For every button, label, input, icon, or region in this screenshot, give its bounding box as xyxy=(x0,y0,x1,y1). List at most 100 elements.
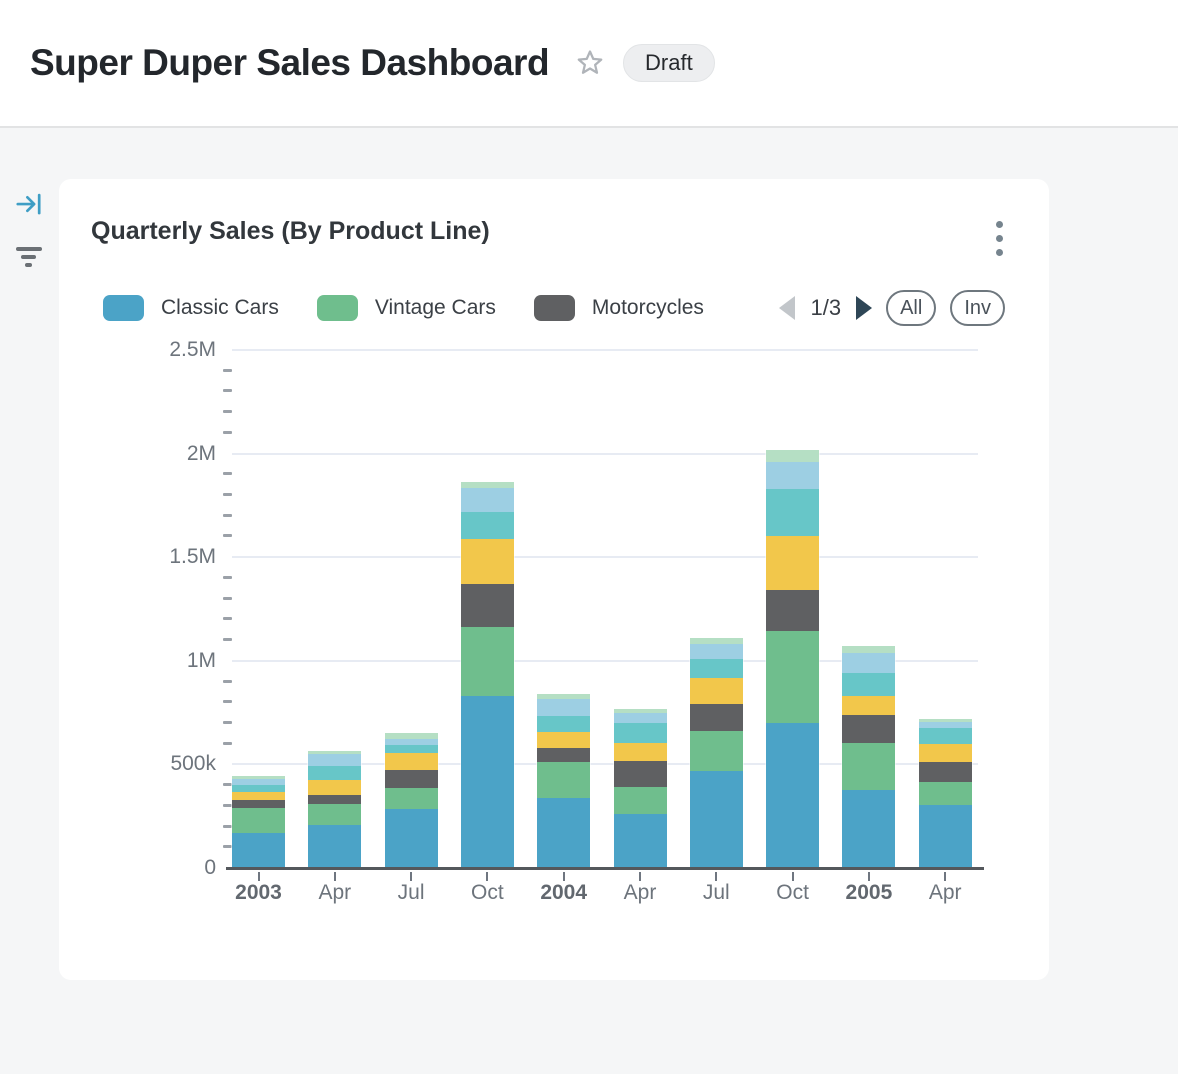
stacked-bar-chart: 2.5M 2M 1.5M 1M 500k 0 2003 Apr Jul Oct 2004 Apr Jul… xyxy=(169,338,984,904)
more-options-icon[interactable] xyxy=(990,217,1009,260)
collapse-panel-icon[interactable] xyxy=(15,190,42,222)
bar-segment[interactable] xyxy=(308,824,362,868)
bar-segment[interactable] xyxy=(460,696,514,868)
bar-segment[interactable] xyxy=(918,762,972,783)
legend-item[interactable]: Vintage Cars xyxy=(316,295,496,321)
bar-segment[interactable] xyxy=(918,728,972,745)
bar-segment[interactable] xyxy=(766,450,820,462)
stacked-bar[interactable] xyxy=(232,776,285,868)
gridline xyxy=(232,452,978,455)
bar-segment[interactable] xyxy=(689,644,743,659)
legend-item[interactable]: Classic Cars xyxy=(103,295,279,321)
bar-segment[interactable] xyxy=(537,731,591,749)
bar-segment[interactable] xyxy=(689,658,743,679)
bar-segment[interactable] xyxy=(460,511,514,540)
bar-segment[interactable] xyxy=(308,803,362,825)
legend-label: Vintage Cars xyxy=(374,296,496,319)
bar-segment[interactable] xyxy=(308,754,362,767)
bar-segment[interactable] xyxy=(232,800,285,808)
bar-segment[interactable] xyxy=(460,626,514,697)
bar-segment[interactable] xyxy=(842,715,896,743)
x-axis-tick xyxy=(639,872,641,881)
bar-segment[interactable] xyxy=(384,770,438,789)
bar-segment[interactable] xyxy=(766,461,820,490)
bar-segment[interactable] xyxy=(766,589,820,631)
bar-segment[interactable] xyxy=(689,730,743,771)
bar-segment[interactable] xyxy=(613,712,667,723)
stacked-bar[interactable] xyxy=(689,638,743,868)
bar-segment[interactable] xyxy=(232,779,285,786)
bar-segment[interactable] xyxy=(613,760,667,787)
filter-icon[interactable] xyxy=(15,243,42,271)
bar-segment[interactable] xyxy=(232,807,285,834)
stacked-bar[interactable] xyxy=(460,482,514,868)
bar-segment[interactable] xyxy=(537,762,591,799)
bar-segment[interactable] xyxy=(766,723,820,868)
bar-segment[interactable] xyxy=(689,770,743,868)
bar-segment[interactable] xyxy=(842,790,896,868)
bar-segment[interactable] xyxy=(918,722,972,729)
bar-segment[interactable] xyxy=(918,782,972,806)
bar-segment[interactable] xyxy=(842,696,896,716)
legend-next-icon[interactable] xyxy=(856,296,873,320)
bar-segment[interactable] xyxy=(232,791,285,801)
bar-segment[interactable] xyxy=(918,805,972,868)
stacked-bar[interactable] xyxy=(918,718,972,868)
bar-segment[interactable] xyxy=(384,788,438,810)
bar-segment[interactable] xyxy=(460,482,514,489)
bar-segment[interactable] xyxy=(537,748,591,763)
bar-segment[interactable] xyxy=(232,776,285,780)
bar-segment[interactable] xyxy=(766,630,820,724)
legend-prev-icon[interactable] xyxy=(779,296,796,320)
bar-segment[interactable] xyxy=(689,638,743,645)
bar-segment[interactable] xyxy=(918,744,972,763)
bar-segment[interactable] xyxy=(460,488,514,512)
bar-segment[interactable] xyxy=(689,703,743,731)
bar-segment[interactable] xyxy=(689,678,743,704)
bar-segment[interactable] xyxy=(613,709,667,713)
bar-segment[interactable] xyxy=(613,813,667,868)
bar-segment[interactable] xyxy=(460,584,514,627)
bar-segment[interactable] xyxy=(308,780,362,796)
bar-segment[interactable] xyxy=(613,786,667,814)
x-axis-tick xyxy=(257,872,260,881)
bar-segment[interactable] xyxy=(613,722,667,743)
bar-segment[interactable] xyxy=(842,652,896,673)
stacked-bar[interactable] xyxy=(384,733,438,868)
app-header: Super Duper Sales Dashboard Draft xyxy=(0,0,1178,128)
x-axis-tick-label: Apr xyxy=(318,881,352,904)
bar-segment[interactable] xyxy=(842,672,896,697)
y-axis-tick-label: 1M xyxy=(186,648,216,672)
stacked-bar[interactable] xyxy=(537,694,591,868)
stacked-bar[interactable] xyxy=(766,450,820,868)
bar-segment[interactable] xyxy=(537,698,591,716)
bar-segment[interactable] xyxy=(842,742,896,791)
select-all-button[interactable]: All xyxy=(886,290,937,326)
bar-segment[interactable] xyxy=(384,739,438,746)
bar-segment[interactable] xyxy=(232,833,285,868)
bar-segment[interactable] xyxy=(537,798,591,868)
favorite-star-icon[interactable] xyxy=(575,48,605,78)
legend-item[interactable]: Motorcycles xyxy=(533,295,704,321)
stacked-bar[interactable] xyxy=(842,646,896,868)
bar-segment[interactable] xyxy=(918,718,972,723)
bar-segment[interactable] xyxy=(537,694,591,699)
bar-segment[interactable] xyxy=(384,745,438,754)
stacked-bar[interactable] xyxy=(613,709,667,868)
bar-segment[interactable] xyxy=(842,646,896,653)
bar-segment[interactable] xyxy=(537,715,591,732)
stacked-bar[interactable] xyxy=(308,750,362,868)
bar-segment[interactable] xyxy=(308,766,362,781)
bar-segment[interactable] xyxy=(384,809,438,868)
bar-segment[interactable] xyxy=(613,742,667,761)
bar-segment[interactable] xyxy=(384,753,438,771)
invert-selection-button[interactable]: Inv xyxy=(950,290,1005,326)
bar-segment[interactable] xyxy=(232,785,285,792)
bar-segment[interactable] xyxy=(308,795,362,804)
bar-segment[interactable] xyxy=(384,733,438,740)
bar-segment[interactable] xyxy=(766,535,820,590)
bar-segment[interactable] xyxy=(766,489,820,536)
y-axis-tick-label: 2M xyxy=(186,441,216,465)
bar-segment[interactable] xyxy=(308,750,362,755)
bar-segment[interactable] xyxy=(460,539,514,585)
